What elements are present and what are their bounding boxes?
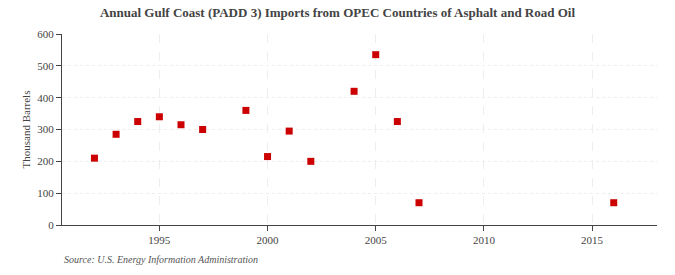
svg-text:Annual Gulf Coast (PADD 3) Imp: Annual Gulf Coast (PADD 3) Imports from … bbox=[100, 5, 576, 20]
svg-text:500: 500 bbox=[37, 60, 54, 72]
svg-text:Source: U.S. Energy Informatio: Source: U.S. Energy Information Administ… bbox=[64, 254, 258, 265]
svg-text:2005: 2005 bbox=[365, 234, 388, 246]
svg-text:2015: 2015 bbox=[581, 234, 604, 246]
svg-text:2010: 2010 bbox=[473, 234, 496, 246]
svg-text:200: 200 bbox=[37, 155, 54, 167]
svg-text:100: 100 bbox=[37, 187, 54, 199]
svg-text:600: 600 bbox=[37, 28, 54, 40]
svg-text:400: 400 bbox=[37, 92, 54, 104]
svg-text:0: 0 bbox=[48, 219, 54, 231]
svg-text:300: 300 bbox=[37, 123, 54, 135]
svg-text:2000: 2000 bbox=[257, 234, 280, 246]
svg-text:1995: 1995 bbox=[148, 234, 171, 246]
svg-text:Thousand Barrels: Thousand Barrels bbox=[20, 91, 32, 169]
